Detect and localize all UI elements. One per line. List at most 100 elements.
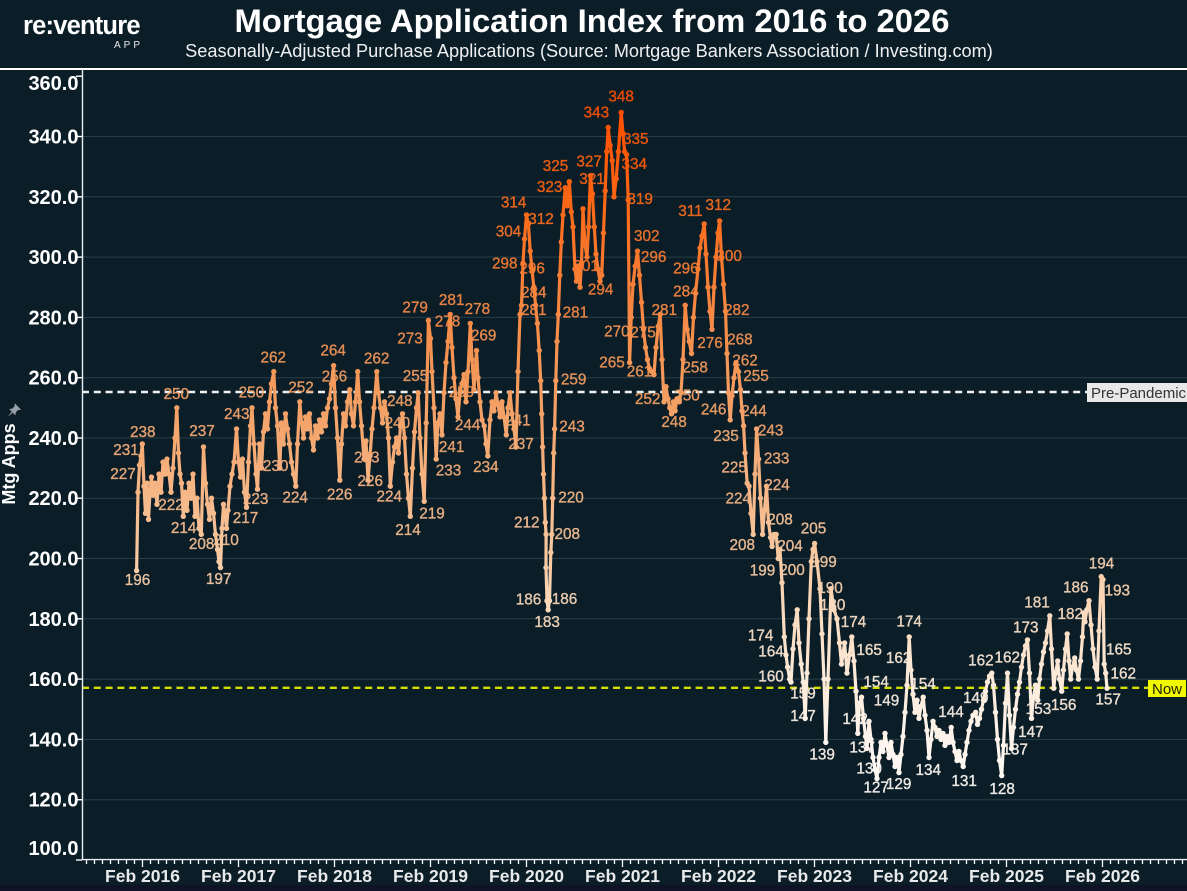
svg-text:180.0: 180.0	[28, 609, 78, 631]
svg-text:233: 233	[354, 450, 380, 467]
svg-text:183: 183	[534, 614, 560, 631]
svg-text:186: 186	[516, 591, 542, 608]
svg-text:154: 154	[863, 674, 889, 691]
svg-text:224: 224	[726, 490, 752, 507]
svg-text:262: 262	[261, 350, 287, 367]
svg-text:173: 173	[1013, 619, 1039, 636]
svg-text:Feb 2022: Feb 2022	[681, 866, 756, 886]
svg-text:174: 174	[896, 614, 922, 631]
svg-text:264: 264	[320, 342, 346, 359]
svg-text:156: 156	[1051, 697, 1077, 714]
svg-text:335: 335	[623, 131, 649, 148]
svg-text:210: 210	[213, 532, 239, 549]
svg-text:321: 321	[579, 171, 605, 188]
svg-text:226: 226	[327, 486, 353, 503]
svg-text:142: 142	[842, 711, 868, 728]
svg-text:233: 233	[764, 451, 790, 468]
svg-text:238: 238	[130, 424, 156, 441]
svg-text:296: 296	[641, 249, 667, 266]
svg-text:Pre-Pandemic: Pre-Pandemic	[1091, 385, 1187, 402]
svg-text:197: 197	[206, 571, 232, 588]
svg-text:320.0: 320.0	[28, 187, 78, 209]
svg-text:199: 199	[811, 554, 837, 571]
svg-text:284: 284	[521, 284, 547, 301]
svg-text:225: 225	[721, 460, 747, 477]
svg-text:252: 252	[635, 391, 661, 408]
svg-text:196: 196	[125, 572, 151, 589]
svg-text:157: 157	[1095, 691, 1121, 708]
svg-text:186: 186	[1063, 579, 1089, 596]
svg-text:248: 248	[387, 393, 413, 410]
svg-text:296: 296	[519, 261, 545, 278]
svg-text:226: 226	[358, 473, 384, 490]
svg-text:Feb 2021: Feb 2021	[585, 866, 660, 886]
svg-text:281: 281	[439, 292, 465, 309]
svg-text:200: 200	[779, 562, 805, 579]
svg-text:160: 160	[758, 668, 784, 685]
svg-text:261: 261	[627, 364, 653, 381]
svg-text:Feb 2017: Feb 2017	[201, 866, 276, 886]
svg-text:APP: APP	[114, 40, 143, 51]
svg-text:325: 325	[543, 158, 569, 175]
svg-text:255: 255	[403, 368, 429, 385]
svg-text:134: 134	[916, 762, 942, 779]
svg-text:278: 278	[435, 314, 461, 331]
svg-text:Feb 2016: Feb 2016	[105, 866, 180, 886]
svg-text:250: 250	[164, 386, 190, 403]
svg-text:217: 217	[233, 510, 259, 527]
svg-text:259: 259	[449, 384, 475, 401]
svg-text:323: 323	[537, 179, 563, 196]
svg-text:214: 214	[395, 522, 421, 539]
svg-text:273: 273	[397, 331, 423, 348]
svg-text:Feb 2019: Feb 2019	[393, 866, 468, 886]
svg-text:250: 250	[239, 385, 265, 402]
svg-text:227: 227	[110, 466, 136, 483]
svg-text:235: 235	[713, 428, 739, 445]
svg-text:224: 224	[282, 490, 308, 507]
svg-text:250: 250	[674, 388, 700, 405]
svg-text:240.0: 240.0	[28, 428, 78, 450]
svg-text:165: 165	[856, 642, 882, 659]
svg-text:231: 231	[113, 442, 139, 459]
svg-text:241: 241	[439, 439, 465, 456]
svg-text:360.0: 360.0	[28, 73, 78, 95]
svg-text:260.0: 260.0	[28, 368, 78, 390]
svg-text:204: 204	[777, 538, 803, 555]
svg-text:234: 234	[473, 459, 499, 476]
svg-text:300.0: 300.0	[28, 247, 78, 269]
svg-text:237: 237	[189, 423, 215, 440]
svg-text:243: 243	[758, 422, 784, 439]
svg-text:275: 275	[630, 324, 656, 341]
svg-text:129: 129	[886, 776, 912, 793]
svg-text:280.0: 280.0	[28, 307, 78, 329]
svg-text:222: 222	[158, 497, 184, 514]
svg-text:180: 180	[820, 597, 846, 614]
svg-text:300: 300	[716, 248, 742, 265]
svg-text:153: 153	[1026, 701, 1052, 718]
svg-text:127: 127	[863, 779, 889, 796]
svg-text:193: 193	[1105, 582, 1131, 599]
svg-text:269: 269	[471, 327, 497, 344]
svg-text:128: 128	[989, 781, 1015, 798]
svg-text:164: 164	[758, 643, 784, 660]
svg-text:190: 190	[817, 580, 843, 597]
svg-text:270: 270	[604, 324, 630, 341]
svg-text:182: 182	[1058, 606, 1084, 623]
svg-text:294: 294	[588, 281, 614, 298]
svg-text:208: 208	[767, 511, 793, 528]
svg-text:343: 343	[584, 105, 610, 122]
svg-text:149: 149	[963, 690, 989, 707]
svg-text:174: 174	[841, 614, 867, 631]
svg-text:304: 304	[496, 224, 522, 241]
svg-text:147: 147	[1018, 724, 1044, 741]
svg-text:224: 224	[377, 488, 403, 505]
svg-text:252: 252	[288, 379, 314, 396]
svg-text:131: 131	[951, 773, 977, 790]
svg-text:244: 244	[455, 417, 481, 434]
svg-text:214: 214	[171, 520, 197, 537]
svg-text:301: 301	[573, 258, 599, 275]
svg-text:279: 279	[402, 299, 428, 316]
svg-text:162: 162	[886, 650, 912, 667]
svg-text:312: 312	[528, 211, 554, 228]
svg-text:244: 244	[741, 403, 767, 420]
